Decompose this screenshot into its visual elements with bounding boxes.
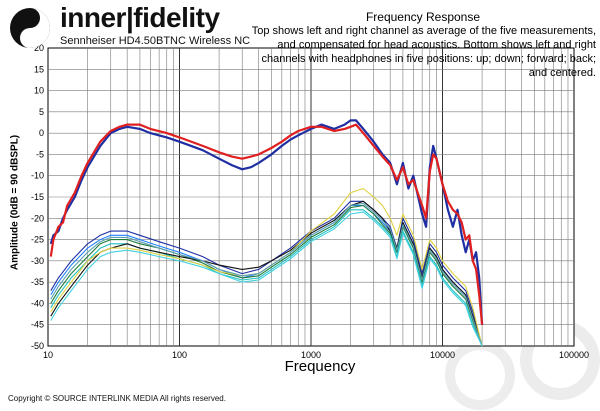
series-line — [50, 202, 483, 347]
y-tick-label: -5 — [36, 149, 44, 159]
y-tick-label: 5 — [39, 107, 44, 117]
series-line — [50, 211, 483, 347]
series-line — [50, 200, 483, 347]
y-tick-labels: 20 15 10 5 0 -5 -10 -15 -20 -25 -30 -35 -40 -45 -50 — [31, 43, 44, 351]
product-name: Sennheiser HD4.50BTNC Wireless NC — [60, 35, 251, 47]
brand-name: inner|fidelity — [60, 2, 220, 33]
copyright-notice: Copyright © SOURCE INTERLINK MEDIA All r… — [8, 394, 226, 403]
series-line — [50, 204, 483, 347]
y-tick-label: 10 — [34, 86, 44, 96]
x-tick-label: 10 — [43, 350, 53, 360]
y-tick-label: -10 — [31, 171, 44, 181]
y-tick-label: -20 — [31, 213, 44, 223]
x-tick-label: 10000 — [430, 350, 455, 360]
chart-title: Frequency Response — [365, 10, 481, 24]
series-line — [49, 119, 484, 325]
chart-title-block: Frequency Response Top shows left and ri… — [250, 10, 596, 80]
series-line — [50, 209, 483, 347]
y-gridlines — [48, 68, 574, 326]
y-tick-label: -15 — [31, 192, 44, 202]
series-layer — [49, 119, 484, 347]
y-tick-label: -45 — [31, 320, 44, 330]
y-tick-label: -50 — [31, 341, 44, 351]
series-line — [50, 187, 483, 347]
x-tick-labels: 10 100 1000 10000 100000 — [43, 350, 589, 360]
x-tick-label: 100 — [172, 350, 187, 360]
y-tick-label: -30 — [31, 256, 44, 266]
brand-header: inner|fidelity Sennheiser HD4.50BTNC Wir… — [8, 2, 250, 50]
y-tick-label: -40 — [31, 298, 44, 308]
y-tick-label: 15 — [34, 64, 44, 74]
x-tick-label: 1000 — [301, 350, 321, 360]
y-tick-label: -35 — [31, 277, 44, 287]
series-line — [49, 123, 484, 325]
y-tick-label: -25 — [31, 235, 44, 245]
brand-logo-icon — [10, 8, 50, 48]
y-axis-label: Amplitude (0dB = 90 dBSPL) — [9, 134, 21, 271]
y-tick-label: 0 — [39, 128, 44, 138]
y-tick-label: 20 — [34, 43, 44, 53]
x-tick-label: 100000 — [559, 350, 589, 360]
chart-subtitle: Top shows left and right channel as aver… — [251, 25, 596, 79]
x-axis-label: Frequency — [284, 358, 356, 375]
series-line — [50, 200, 483, 347]
